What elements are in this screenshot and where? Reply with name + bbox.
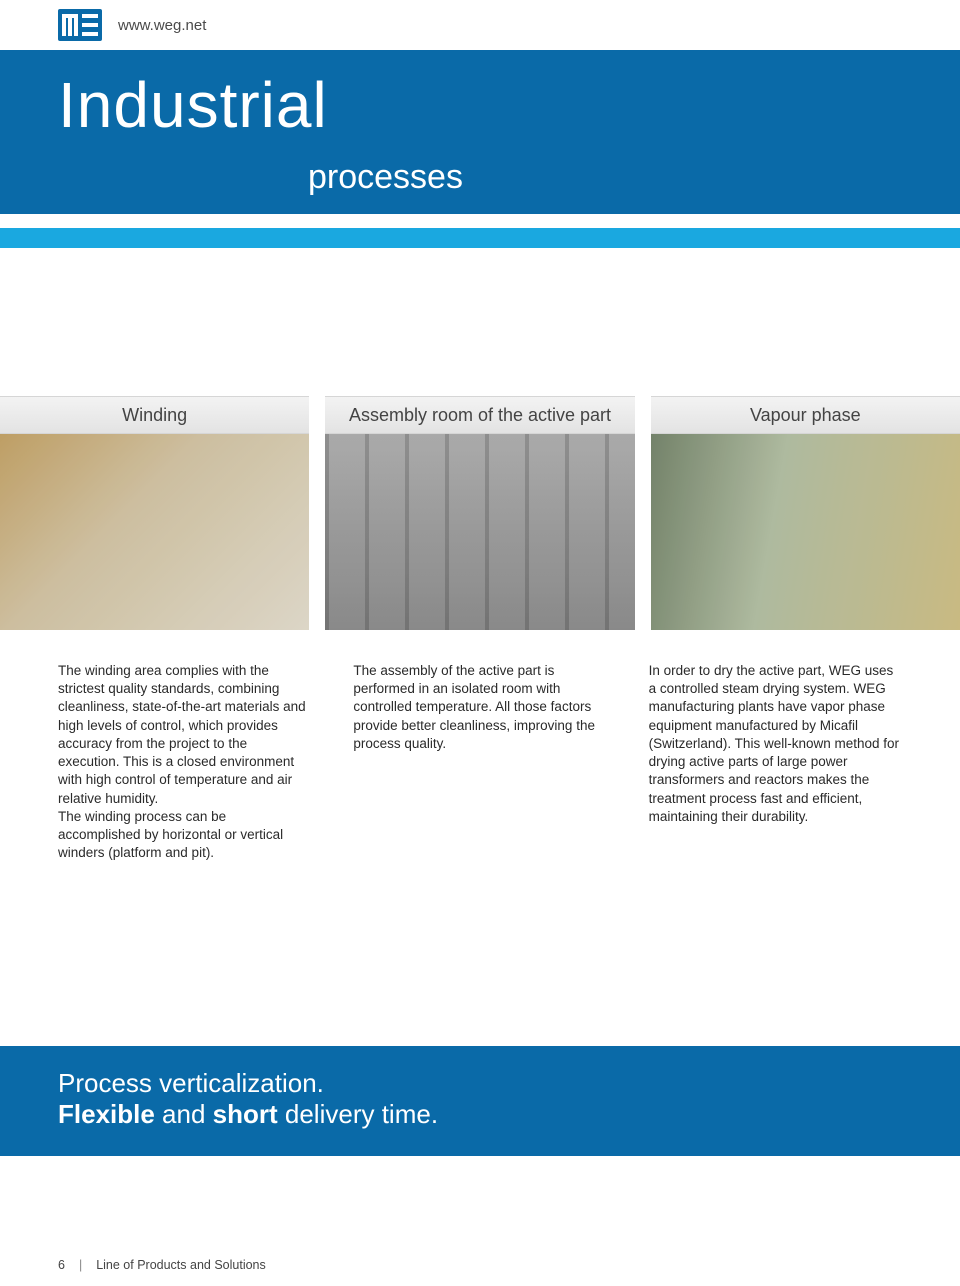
panel-winding: Winding xyxy=(0,396,309,630)
accent-bar xyxy=(0,228,960,248)
panel-label: Vapour phase xyxy=(651,396,960,434)
footer-bold1: Flexible xyxy=(58,1099,155,1129)
section-gap xyxy=(0,248,960,396)
column-assembly: The assembly of the active part is perfo… xyxy=(353,662,606,862)
panel-image-placeholder xyxy=(651,434,960,630)
title-banner: Industrial processes xyxy=(0,50,960,214)
panel-label: Winding xyxy=(0,396,309,434)
column-winding: The winding area complies with the stric… xyxy=(58,662,311,862)
footer-line2: Flexible and short delivery time. xyxy=(58,1099,902,1130)
header-url: www.weg.net xyxy=(118,17,206,34)
panel-label: Assembly room of the active part xyxy=(325,396,634,434)
footer-mid: and xyxy=(155,1099,213,1129)
footer-band: Process verticalization. Flexible and sh… xyxy=(0,1046,960,1156)
column-vapour: In order to dry the active part, WEG use… xyxy=(649,662,902,862)
weg-logo-icon xyxy=(58,9,102,41)
footer-bold2: short xyxy=(213,1099,278,1129)
doc-title: Line of Products and Solutions xyxy=(96,1258,266,1272)
panel-image-placeholder xyxy=(0,434,309,630)
page-number: 6 xyxy=(58,1258,65,1272)
panel-assembly: Assembly room of the active part xyxy=(325,396,634,630)
page-header: www.weg.net xyxy=(0,0,960,50)
panel-vapour: Vapour phase xyxy=(651,396,960,630)
footer-rest: delivery time. xyxy=(278,1099,438,1129)
footer-divider: | xyxy=(79,1258,82,1272)
banner-subtitle: processes xyxy=(308,158,463,197)
banner-title: Industrial xyxy=(58,68,328,142)
panel-image-placeholder xyxy=(325,434,634,630)
footer-line1: Process verticalization. xyxy=(58,1068,902,1099)
body-columns: The winding area complies with the stric… xyxy=(0,630,960,862)
page-footer: 6 | Line of Products and Solutions xyxy=(58,1258,266,1272)
image-panels-row: Winding Assembly room of the active part… xyxy=(0,396,960,630)
